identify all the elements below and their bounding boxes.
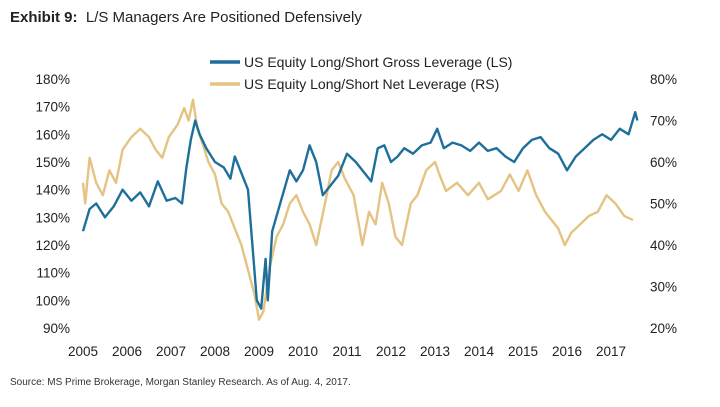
- left-tick-label: 150%: [35, 155, 70, 170]
- right-tick-label: 20%: [650, 321, 677, 336]
- legend-label-net: US Equity Long/Short Net Leverage (RS): [244, 76, 499, 92]
- left-tick-label: 90%: [43, 321, 70, 336]
- left-tick-label: 130%: [35, 210, 70, 225]
- right-tick-label: 40%: [650, 238, 677, 253]
- left-tick-label: 100%: [35, 293, 70, 308]
- right-axis: 20% 30% 40% 50% 60% 70% 80%: [650, 72, 677, 336]
- left-tick-label: 140%: [35, 183, 70, 198]
- right-tick-label: 50%: [650, 197, 677, 212]
- gross-leverage-line: [81, 111, 639, 310]
- series-lines: [81, 98, 639, 321]
- x-tick-label: 2009: [244, 344, 274, 359]
- net-leverage-line: [81, 98, 634, 321]
- left-tick-label: 180%: [35, 72, 70, 87]
- right-tick-label: 70%: [650, 114, 677, 129]
- right-tick-label: 80%: [650, 72, 677, 87]
- title-text: L/S Managers Are Positioned Defensively: [85, 9, 362, 26]
- x-axis: 2005 2006 2007 2008 2009 2010 2011 2012 2013 2014…: [68, 344, 626, 359]
- x-tick-label: 2008: [200, 344, 230, 359]
- left-tick-label: 160%: [35, 127, 70, 142]
- right-tick-label: 30%: [650, 280, 677, 295]
- legend: US Equity Long/Short Gross Leverage (LS)…: [210, 54, 512, 92]
- x-tick-label: 2006: [112, 344, 142, 359]
- x-tick-label: 2011: [332, 344, 361, 359]
- x-tick-label: 2014: [464, 344, 495, 359]
- x-tick-label: 2015: [508, 344, 538, 359]
- x-tick-label: 2007: [156, 344, 186, 359]
- x-tick-label: 2012: [376, 344, 406, 359]
- x-tick-label: 2017: [596, 344, 626, 359]
- x-tick-label: 2013: [420, 344, 450, 359]
- x-tick-label: 2016: [552, 344, 582, 359]
- chart-title: Exhibit 9: L/S Managers Are Positioned D…: [10, 9, 362, 26]
- left-tick-label: 110%: [36, 266, 70, 281]
- x-tick-label: 2005: [68, 344, 98, 359]
- exhibit-label: Exhibit 9:: [10, 9, 78, 26]
- left-axis: 90% 100% 110% 120% 130% 140% 150% 160% 170% 180%: [35, 72, 70, 336]
- legend-label-gross: US Equity Long/Short Gross Leverage (LS): [244, 54, 512, 70]
- source-note: Source: MS Prime Brokerage, Morgan Stanl…: [10, 377, 351, 388]
- left-tick-label: 170%: [35, 100, 70, 115]
- right-tick-label: 60%: [650, 155, 677, 170]
- left-tick-label: 120%: [35, 238, 70, 253]
- x-tick-label: 2010: [288, 344, 318, 359]
